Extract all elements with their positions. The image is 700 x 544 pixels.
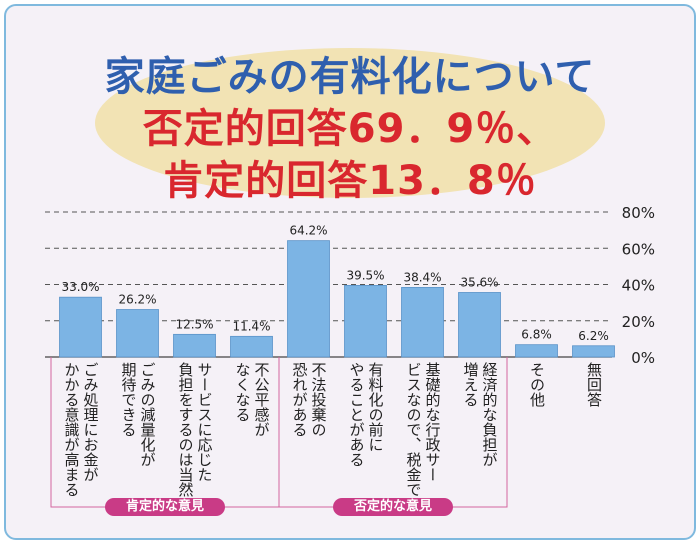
bar <box>572 345 615 358</box>
y-tick-label: 40% <box>622 277 655 295</box>
bar <box>59 296 102 358</box>
bar-value-label: 39.5% <box>346 268 384 282</box>
title-background <box>95 48 605 198</box>
bar-value-label: 6.8% <box>521 328 552 342</box>
chart-title-line2: 否定的回答69．9％、 <box>142 106 558 152</box>
category-label: 不法投棄の 恐れがある <box>290 362 328 437</box>
bar <box>116 309 159 358</box>
bar <box>458 292 501 358</box>
bar <box>401 286 444 358</box>
bar <box>515 344 558 358</box>
group-label: 否定的な意見 <box>333 498 453 516</box>
category-label: 経済的な負担が 増える <box>461 362 499 467</box>
category-label: ごみの減量化が 期待できる <box>119 362 157 467</box>
bar-value-label: 33.0% <box>61 280 99 294</box>
category-label: 無回答 <box>585 362 603 407</box>
bar-value-label: 12.5% <box>175 317 213 331</box>
bar-value-label: 64.2% <box>289 224 327 238</box>
y-tick-label: 0% <box>631 349 655 367</box>
bar-value-label: 26.2% <box>118 293 156 307</box>
bar <box>344 285 387 358</box>
y-tick-label: 80% <box>622 204 655 222</box>
category-label: ごみ処理にお金が かかる意識が高まる <box>62 362 100 497</box>
bar-value-label: 35.6% <box>460 275 498 289</box>
bar-value-label: 6.2% <box>578 329 609 343</box>
chart-title-line1: 家庭ごみの有料化について <box>104 54 596 100</box>
category-label: その他 <box>528 362 546 407</box>
category-label: サービスに応じた 負担をするのは当然 <box>176 362 214 497</box>
bar <box>173 333 216 358</box>
category-label: 基礎的な行政サー ビスなので、税金で <box>404 362 442 497</box>
chart-title-line3: 肯定的回答13．8％ <box>163 158 537 204</box>
bar <box>230 335 273 358</box>
bar-value-label: 11.4% <box>232 319 270 333</box>
category-label: 不公平感が なくなる <box>233 362 271 437</box>
bar <box>287 240 330 358</box>
category-label: 有料化の前に やることがある <box>347 362 385 467</box>
group-label: 肯定的な意見 <box>105 498 225 516</box>
y-tick-label: 60% <box>622 240 655 258</box>
bar-value-label: 38.4% <box>403 270 441 284</box>
y-tick-label: 20% <box>622 313 655 331</box>
